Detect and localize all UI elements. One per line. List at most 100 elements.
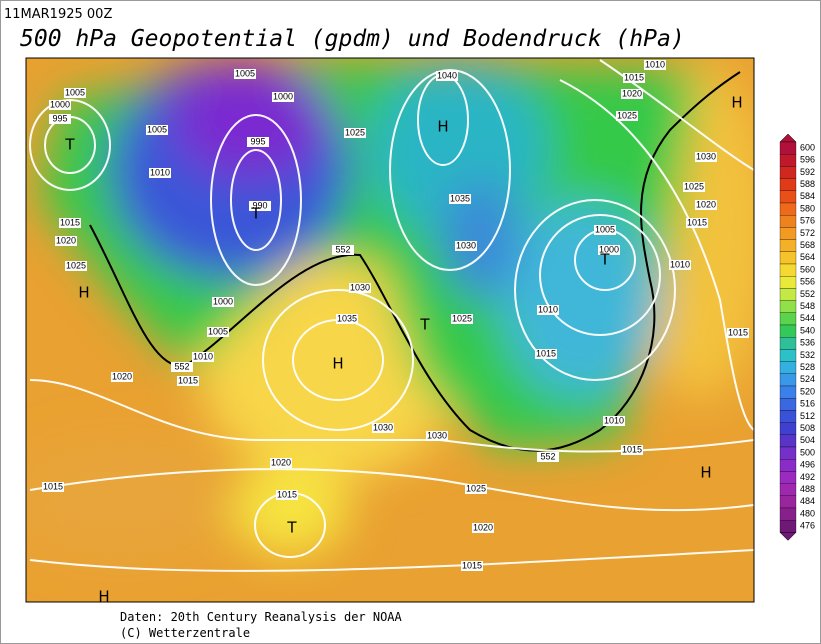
isobar-label-text: 1030: [373, 422, 393, 432]
isobar-label-text: 1020: [112, 371, 132, 381]
isobar-label-text: 1020: [622, 88, 642, 98]
isobar-label-text: 1025: [617, 110, 637, 120]
colorbar-label: 592: [800, 167, 815, 177]
isobar-label-bg: [461, 561, 483, 571]
colorbar-label: 488: [800, 484, 815, 494]
isobar-label-bg: [249, 201, 271, 211]
colorbar-swatch: [779, 215, 797, 228]
isobar-label-bg: [111, 372, 133, 382]
colorbar-label: 532: [800, 350, 815, 360]
isobar-label: 1035: [336, 313, 358, 324]
isobar-label: 1015: [535, 348, 557, 359]
isobar-label-bg: [695, 200, 717, 210]
isobar-label-text: 1025: [466, 483, 486, 493]
colorbar-swatch: [779, 446, 797, 460]
isobar-label-bg: [207, 327, 229, 337]
pressure-center: H: [437, 118, 448, 136]
pressure-center: H: [731, 94, 742, 112]
colorbar-swatch: [779, 337, 797, 350]
colorbar-swatch: [779, 520, 797, 533]
isobar-label-bg: [621, 89, 643, 99]
colorbar-label: 492: [800, 472, 815, 482]
isobar-label-text: 1000: [273, 91, 293, 101]
isobar-label: 990: [249, 200, 271, 211]
colorbar-swatch: [779, 154, 797, 167]
colorbar-swatch: [779, 312, 797, 326]
isobar-label: 1020: [270, 457, 292, 468]
isobar-label-bg: [49, 114, 71, 124]
isobar-label-bg: [683, 182, 705, 192]
isobar-label-text: 1025: [66, 260, 86, 270]
isobar-label-text: 1010: [670, 259, 690, 269]
isobar-label-text: 1020: [56, 235, 76, 245]
isobar-label: 1010: [192, 351, 214, 362]
colorbar-label: 536: [800, 338, 815, 348]
isobar-label-bg: [669, 260, 691, 270]
isobar-label-text: 1030: [696, 151, 716, 161]
isobar-label: 1010: [644, 59, 666, 70]
colorbar-label: 484: [800, 496, 815, 506]
pressure-center: T: [419, 316, 430, 334]
colorbar-swatch: [779, 141, 797, 155]
colorbar-label: 580: [800, 203, 815, 213]
isobar-label-text: 1005: [208, 326, 228, 336]
pressure-center: H: [98, 588, 109, 606]
isobar-label-text: 1000: [599, 244, 619, 254]
colorbar-swatch: [779, 166, 797, 179]
isobar-label: 1015: [621, 444, 643, 455]
colorbar-label: 500: [800, 447, 815, 457]
isobar-label-bg: [616, 111, 638, 121]
isobar-label-text: 1015: [624, 72, 644, 82]
isobar-label: 1020: [55, 235, 77, 246]
isobar-label: 1010: [149, 167, 171, 178]
isobar-label-text: 1035: [450, 193, 470, 203]
isobar-label-bg: [212, 297, 234, 307]
colorbar-label: 600: [800, 142, 815, 152]
isobar-label-bg: [455, 241, 477, 251]
isobar-label-text: 1005: [235, 68, 255, 78]
isobar-label-bg: [623, 73, 645, 83]
isobar-label: 1030: [349, 282, 371, 293]
isobar-label-bg: [234, 69, 256, 79]
colorbar-swatch: [779, 422, 797, 435]
isobar-label-text: 1035: [337, 313, 357, 323]
colorbar-label: 560: [800, 264, 815, 274]
isobar-label-bg: [344, 128, 366, 138]
isobar-label-bg: [727, 328, 749, 338]
isobar-label-bg: [594, 225, 616, 235]
isobar-label-text: 1010: [193, 351, 213, 361]
colorbar-swatch: [779, 251, 797, 265]
isobar-label-text: 1030: [456, 240, 476, 250]
isobar-label: 1005: [594, 224, 616, 235]
isobar-label-bg: [171, 362, 193, 372]
colorbar-label: 528: [800, 362, 815, 372]
isobar-label: 1010: [669, 259, 691, 270]
colorbar-swatch: [779, 471, 797, 484]
pressure-center: H: [700, 464, 711, 482]
isobar-label-text: 1020: [271, 457, 291, 467]
isobar-label: 1025: [451, 313, 473, 324]
isobar-label-bg: [146, 125, 168, 135]
isobar-label: 1000: [212, 296, 234, 307]
isobar-label: 1030: [372, 422, 394, 433]
colorbar-label: 540: [800, 325, 815, 335]
colorbar-swatch: [779, 434, 797, 448]
isobar-label-text: 1015: [277, 489, 297, 499]
isobar-label-text: 1030: [427, 430, 447, 440]
colorbar-label: 508: [800, 423, 815, 433]
isobar-label: 1030: [695, 151, 717, 162]
colorbar-label: 524: [800, 374, 815, 384]
isobar-label: 1015: [177, 375, 199, 386]
isobar-label: 1005: [234, 68, 256, 79]
isobar-label: 1015: [461, 560, 483, 571]
isobar-label-bg: [332, 245, 354, 255]
isobar-label-text: 1010: [645, 59, 665, 69]
colorbar-label: 556: [800, 277, 815, 287]
colorbar-swatch: [779, 410, 797, 423]
isobar-label-text: 1010: [150, 167, 170, 177]
isobar-label-bg: [598, 245, 620, 255]
isobar-label: 1005: [146, 124, 168, 135]
isobar-label: 1025: [344, 127, 366, 138]
isobar-label-text: 1015: [728, 327, 748, 337]
isobar-label: 1025: [683, 181, 705, 192]
